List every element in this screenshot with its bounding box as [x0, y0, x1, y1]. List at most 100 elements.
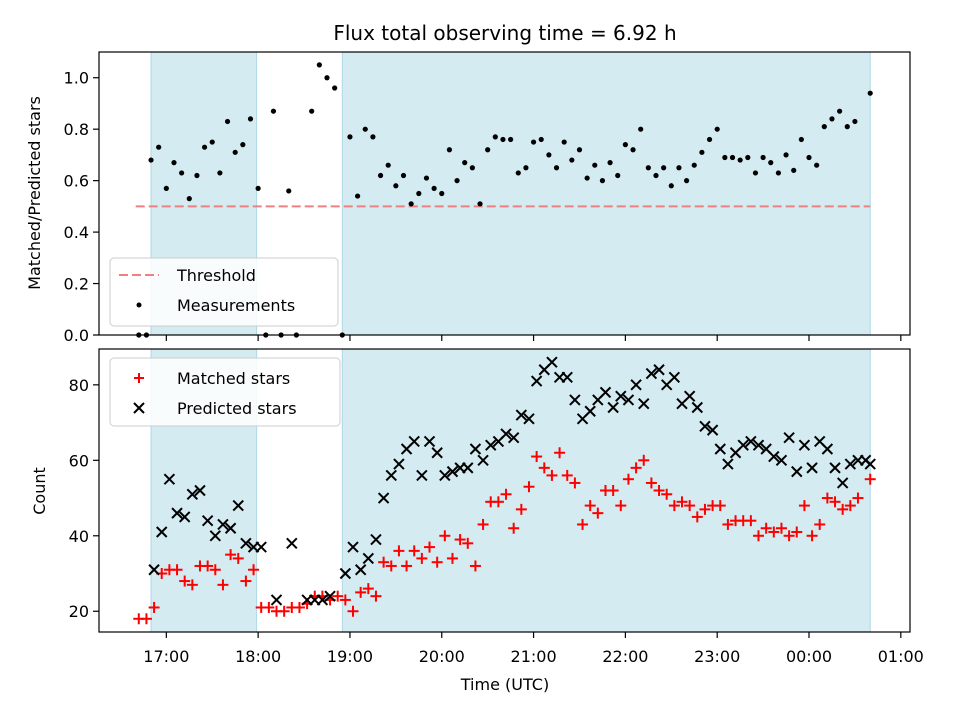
measurement-point — [171, 160, 177, 166]
predicted-star-d2 — [775, 454, 788, 467]
predicted-star-d2 — [599, 386, 612, 399]
matched-star-point — [462, 537, 474, 549]
bottom-y-axis-label: Count — [30, 467, 49, 515]
measurement-point — [462, 160, 468, 166]
predicted-star-d2 — [485, 439, 497, 451]
predicted-star-d2 — [722, 458, 734, 470]
predicted-star-d2 — [607, 401, 619, 414]
measurement-point — [584, 175, 590, 181]
predicted-star-point — [722, 458, 734, 470]
predicted-star-d2 — [385, 469, 397, 482]
measurement-point — [814, 162, 820, 168]
predicted-star-d2 — [844, 458, 857, 470]
matched-star-point — [760, 522, 772, 534]
predicted-star-point — [829, 462, 841, 474]
measurement-point — [370, 134, 376, 140]
matched-star-point — [699, 503, 711, 515]
matched-star-point — [186, 579, 198, 591]
matched-star-point — [577, 518, 589, 530]
measurement-point — [324, 75, 330, 81]
predicted-star-point — [286, 537, 298, 550]
measurement-point — [186, 196, 192, 202]
predicted-star-d2 — [362, 552, 375, 565]
measurement-point — [706, 136, 713, 143]
measurement-point — [416, 190, 422, 197]
matched-star-point — [691, 511, 703, 523]
measurement-point — [867, 90, 873, 96]
matched-star-point — [355, 586, 367, 598]
predicted-star-d2 — [821, 443, 834, 455]
matched-star-point — [645, 477, 657, 489]
predicted-star-d2 — [584, 405, 596, 417]
bottom-x-tick-label: 22:00 — [602, 647, 648, 666]
predicted-star-point — [171, 507, 183, 519]
predicted-star-point — [668, 371, 681, 384]
matched-star-point — [546, 469, 558, 481]
top-y-tick-label: 0.8 — [64, 120, 89, 139]
measurement-point — [760, 154, 766, 161]
predicted-star-d2 — [752, 439, 765, 451]
measurement-point — [661, 165, 667, 171]
predicted-star-point — [745, 435, 757, 448]
predicted-star-point — [699, 420, 711, 433]
predicted-star-d2 — [431, 447, 443, 459]
matched-star-point — [263, 601, 275, 613]
matched-star-point — [515, 503, 527, 515]
predicted-star-d2 — [814, 435, 826, 448]
matched-star-point — [347, 605, 359, 617]
predicted-star-point — [714, 443, 726, 455]
measurement-point — [332, 85, 338, 91]
matched-star-point — [814, 518, 826, 530]
predicted-star-point — [423, 435, 436, 448]
predicted-star-point — [530, 375, 543, 387]
matched-star-point — [278, 605, 290, 617]
predicted-star-d2 — [270, 594, 283, 606]
matched-star-point — [714, 500, 726, 512]
measurement-point — [469, 165, 475, 171]
predicted-star-point — [645, 367, 658, 380]
measurement-point — [599, 178, 606, 184]
predicted-star-d2 — [194, 484, 206, 497]
measurement-point — [798, 136, 804, 143]
predicted-star-point — [339, 567, 352, 580]
predicted-star-d2 — [783, 431, 795, 444]
predicted-star-point — [469, 443, 482, 455]
predicted-star-point — [362, 552, 375, 565]
predicted-star-d2 — [630, 379, 642, 391]
measurement-point — [492, 134, 498, 140]
predicted-star-point — [385, 469, 397, 482]
predicted-star-point — [477, 454, 489, 467]
measurement-point — [844, 124, 850, 130]
chart-title: Flux total observing time = 6.92 h — [333, 21, 676, 45]
predicted-star-d2 — [569, 394, 581, 406]
matched-star-point — [615, 500, 627, 512]
matched-star-point — [538, 462, 550, 474]
measurement-point — [691, 162, 697, 168]
predicted-star-point — [584, 405, 596, 417]
matched-star-point — [806, 530, 818, 542]
predicted-star-point — [462, 462, 474, 474]
predicted-star-d2 — [791, 465, 803, 478]
predicted-star-point — [500, 428, 512, 440]
measurement-point — [683, 178, 690, 184]
predicted-star-point — [186, 488, 199, 500]
predicted-star-d2 — [469, 443, 482, 455]
matched-star-point — [240, 575, 252, 587]
measurement-point — [247, 116, 254, 122]
measurement-point — [722, 154, 728, 161]
measurement-point — [194, 172, 200, 179]
top-shaded-span — [341, 51, 871, 336]
predicted-star-d2 — [439, 469, 451, 482]
predicted-star-d2 — [683, 390, 696, 402]
top-y-tick-label: 0.4 — [64, 223, 89, 242]
predicted-star-point — [408, 435, 420, 448]
predicted-star-point — [638, 398, 650, 410]
measurement-point — [255, 185, 261, 191]
measurement-point — [668, 183, 674, 189]
predicted-star-d2 — [148, 564, 160, 576]
matched-star-point — [783, 530, 795, 542]
predicted-star-point — [752, 439, 765, 451]
matched-star-point — [370, 590, 382, 602]
predicted-star-point — [354, 564, 367, 576]
predicted-star-d2 — [324, 590, 336, 602]
